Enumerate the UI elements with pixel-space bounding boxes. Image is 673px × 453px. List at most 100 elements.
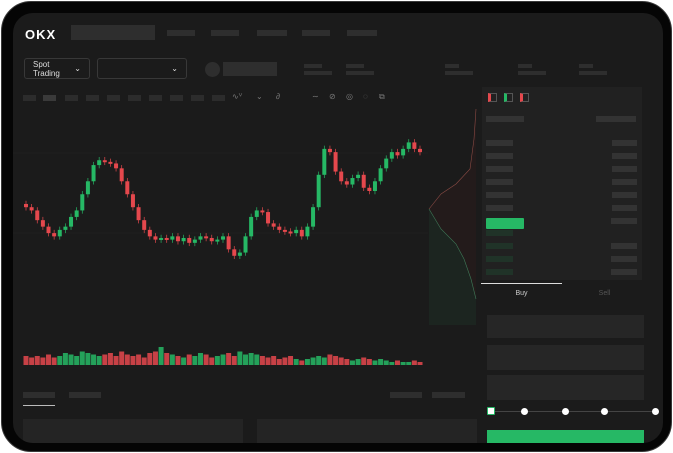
candle — [277, 226, 282, 230]
volume-bar — [316, 356, 322, 365]
timeframe-button[interactable] — [212, 95, 225, 101]
volume-bar — [344, 359, 350, 365]
volume-bar — [62, 353, 68, 365]
candle — [254, 210, 259, 217]
settings-icon[interactable]: ◎ — [346, 92, 353, 101]
indicator-icon[interactable]: ∿ⱽ — [232, 92, 243, 101]
volume-bar — [203, 354, 209, 365]
nav-item[interactable] — [211, 30, 239, 36]
candle — [237, 252, 242, 256]
volume-bar — [411, 360, 417, 365]
bid-price — [486, 256, 513, 262]
chevron-down-icon: ⌄ — [74, 64, 81, 73]
slider-handle[interactable] — [487, 407, 495, 415]
slider-step[interactable] — [521, 408, 528, 415]
measure-icon[interactable]: ⊘ — [329, 92, 336, 101]
spot-trading-select[interactable]: Spot Trading ⌄ — [24, 58, 90, 79]
leverage-slider-track[interactable] — [491, 411, 659, 412]
pair-select[interactable]: ⌄ — [97, 58, 187, 79]
search-bar[interactable] — [71, 25, 155, 40]
buy-tab[interactable]: Buy — [515, 290, 528, 297]
volume-bar — [406, 362, 412, 365]
bid-size — [611, 269, 637, 275]
sell-tab[interactable]: Sell — [598, 290, 611, 297]
timeframe-button[interactable] — [128, 95, 141, 101]
timeframe-button[interactable] — [23, 95, 36, 101]
nav-item[interactable] — [167, 30, 195, 36]
total-input[interactable] — [487, 375, 644, 400]
timeframe-button[interactable] — [107, 95, 120, 101]
volume-bar — [40, 357, 46, 365]
volume-bar — [102, 354, 108, 365]
ask-price — [486, 153, 513, 159]
volume-bar — [231, 356, 237, 365]
candle — [187, 237, 192, 243]
volume-bar — [383, 360, 389, 365]
bid-price — [486, 269, 513, 275]
candle — [130, 194, 135, 208]
timeframe-button[interactable] — [43, 95, 56, 101]
bids-only-icon[interactable] — [504, 93, 513, 102]
candle — [209, 237, 214, 242]
bottom-action[interactable] — [390, 392, 422, 398]
ask-size — [612, 192, 637, 198]
volume-bar — [74, 356, 80, 365]
volume-bar — [214, 356, 220, 365]
volume-bar — [282, 357, 288, 365]
candle — [344, 181, 349, 185]
stat-value — [579, 71, 607, 75]
bottom-action[interactable] — [432, 392, 465, 398]
slider-step[interactable] — [601, 408, 608, 415]
volume-bar — [124, 354, 130, 365]
price-input[interactable] — [487, 315, 644, 338]
bottom-tab-history[interactable] — [69, 392, 101, 398]
camera-icon[interactable]: ◌ — [363, 92, 368, 101]
nav-item[interactable] — [347, 30, 377, 36]
bottom-tab-open-orders[interactable] — [23, 392, 55, 398]
candle — [215, 239, 220, 242]
candle — [97, 160, 102, 166]
timeframe-button[interactable] — [170, 95, 183, 101]
volume-bar — [226, 353, 232, 365]
volume-bar — [136, 354, 142, 365]
both-sides-icon[interactable] — [488, 93, 497, 102]
volume-bar — [276, 359, 282, 365]
timeframe-button[interactable] — [65, 95, 78, 101]
candle — [57, 229, 62, 237]
fullscreen-icon[interactable]: ⧉ — [379, 92, 385, 101]
chart-type-icon[interactable]: ⌄ — [256, 92, 263, 101]
volume-bar — [237, 351, 243, 365]
volume-bar — [79, 351, 85, 365]
candle — [164, 237, 169, 240]
candle — [271, 223, 276, 227]
pen-icon[interactable]: ∼ — [312, 92, 319, 101]
candle — [316, 174, 321, 208]
drawing-icon[interactable]: ∂ — [276, 92, 280, 101]
candle — [288, 231, 293, 234]
ask-price — [486, 205, 513, 211]
volume-bar — [46, 354, 52, 365]
timeframe-button[interactable] — [191, 95, 204, 101]
candle — [69, 216, 74, 227]
candle — [232, 249, 237, 256]
timeframe-button[interactable] — [86, 95, 99, 101]
candle — [367, 187, 372, 191]
volume-bar — [299, 360, 305, 365]
asks-only-icon[interactable] — [520, 93, 529, 102]
candle — [40, 220, 45, 227]
volume-bar — [175, 356, 181, 365]
nav-item[interactable] — [257, 30, 287, 36]
slider-step[interactable] — [652, 408, 659, 415]
buy-button[interactable] — [487, 430, 644, 443]
timeframe-button[interactable] — [149, 95, 162, 101]
volume-bar — [209, 357, 215, 365]
candle — [181, 237, 186, 242]
nav-item[interactable] — [302, 30, 330, 36]
volume-bar — [394, 360, 400, 365]
slider-step[interactable] — [562, 408, 569, 415]
amount-input[interactable] — [487, 345, 644, 370]
candle — [249, 216, 254, 237]
ask-price — [486, 166, 513, 172]
stat-value — [445, 71, 473, 75]
candlestick-chart[interactable] — [13, 13, 483, 383]
